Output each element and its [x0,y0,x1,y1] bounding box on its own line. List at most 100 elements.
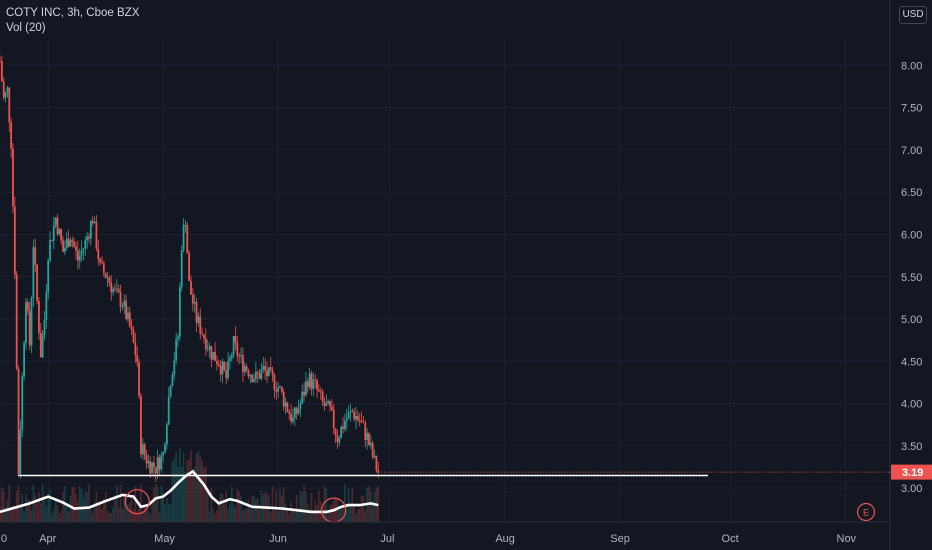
candle-body[interactable] [195,301,198,323]
candle-body[interactable] [368,433,370,446]
candle-body[interactable] [32,247,35,299]
candle-body[interactable] [178,287,181,337]
candle-body[interactable] [8,87,11,123]
candle-body[interactable] [342,426,344,429]
symbol-title[interactable]: COTY INC, 3h, Cboe BZX [6,7,140,19]
candle-body[interactable] [106,277,109,279]
candle-body[interactable] [119,292,122,307]
candle-body[interactable] [254,371,257,380]
candle-body[interactable] [273,375,276,390]
candle-body[interactable] [60,229,63,241]
candles[interactable] [0,55,380,482]
candle-body[interactable] [355,416,357,420]
candle-body[interactable] [219,365,222,375]
candle-body[interactable] [164,444,166,453]
candle-body[interactable] [67,238,70,247]
candle-body[interactable] [138,362,140,397]
candle-body[interactable] [10,122,13,149]
candle-body[interactable] [236,342,239,356]
candle-body[interactable] [293,407,296,418]
candle-body[interactable] [180,250,183,288]
candle-body[interactable] [275,389,278,392]
candle-body[interactable] [30,298,33,346]
candle-body[interactable] [52,225,55,241]
candle-body[interactable] [156,457,159,474]
candle-body[interactable] [17,368,20,475]
candle-body[interactable] [73,241,76,247]
candle-body[interactable] [143,444,146,456]
candle-body[interactable] [266,370,268,376]
candle-body[interactable] [347,412,350,419]
candle-body[interactable] [121,306,124,308]
candle-body[interactable] [305,381,307,396]
candle-body[interactable] [184,224,187,226]
candle-body[interactable] [217,364,220,366]
candle-body[interactable] [62,240,64,252]
candle-body[interactable] [251,374,254,383]
candle-body[interactable] [338,438,341,443]
candle-body[interactable] [267,367,270,376]
candle-body[interactable] [364,422,367,440]
candle-body[interactable] [84,240,87,249]
candle-body[interactable] [204,338,207,350]
candle-body[interactable] [76,250,79,261]
candle-body[interactable] [314,379,317,381]
candle-body[interactable] [191,294,194,304]
candle-body[interactable] [136,355,139,363]
candle-body[interactable] [171,374,174,387]
candle-body[interactable] [319,391,322,393]
candle-body[interactable] [188,253,191,282]
candle-body[interactable] [36,264,38,302]
candle-body[interactable] [193,301,196,304]
candle-body[interactable] [104,272,107,278]
candle-body[interactable] [75,246,77,251]
candle-body[interactable] [292,417,294,422]
candle-body[interactable] [162,452,165,456]
candle-body[interactable] [63,248,66,252]
candle-body[interactable] [23,342,26,377]
candle-body[interactable] [323,401,326,406]
candle-body[interactable] [262,365,265,370]
candle-body[interactable] [325,403,328,406]
candle-body[interactable] [241,355,244,372]
candle-body[interactable] [25,302,27,343]
candle-body[interactable] [165,424,168,445]
candle-body[interactable] [330,406,333,411]
candle-body[interactable] [371,443,374,458]
candle-body[interactable] [97,248,100,260]
candle-body[interactable] [15,274,18,369]
candle-body[interactable] [127,312,129,319]
candle-body[interactable] [151,462,153,474]
candle-body[interactable] [369,443,372,446]
candle-body[interactable] [243,366,246,372]
candle-body[interactable] [186,224,189,254]
candle-body[interactable] [360,420,363,423]
candle-body[interactable] [373,455,376,458]
candle-body[interactable] [140,396,142,455]
candle-body[interactable] [158,457,161,470]
candle-body[interactable] [69,240,72,247]
candle-body[interactable] [177,336,179,340]
candle-body[interactable] [366,433,369,440]
volume-indicator-label[interactable]: Vol (20) [6,22,46,34]
candle-body[interactable] [301,391,304,404]
candle-body[interactable] [240,355,242,356]
candle-body[interactable] [336,435,339,443]
candle-body[interactable] [247,370,250,377]
candle-body[interactable] [173,360,176,375]
candle-body[interactable] [227,361,229,379]
candle-body[interactable] [175,339,178,361]
candle-body[interactable] [147,461,150,464]
candle-body[interactable] [89,220,92,239]
candle-body[interactable] [353,411,356,420]
candle-body[interactable] [334,428,337,436]
candle-body[interactable] [19,429,22,475]
candle-body[interactable] [0,61,3,82]
candle-body[interactable] [54,217,57,226]
candle-body[interactable] [214,352,216,361]
candle-body[interactable] [345,418,348,421]
candle-body[interactable] [310,373,313,390]
earnings-marker[interactable]: E [856,502,876,522]
candle-body[interactable] [34,247,37,265]
candle-body[interactable] [308,373,311,388]
